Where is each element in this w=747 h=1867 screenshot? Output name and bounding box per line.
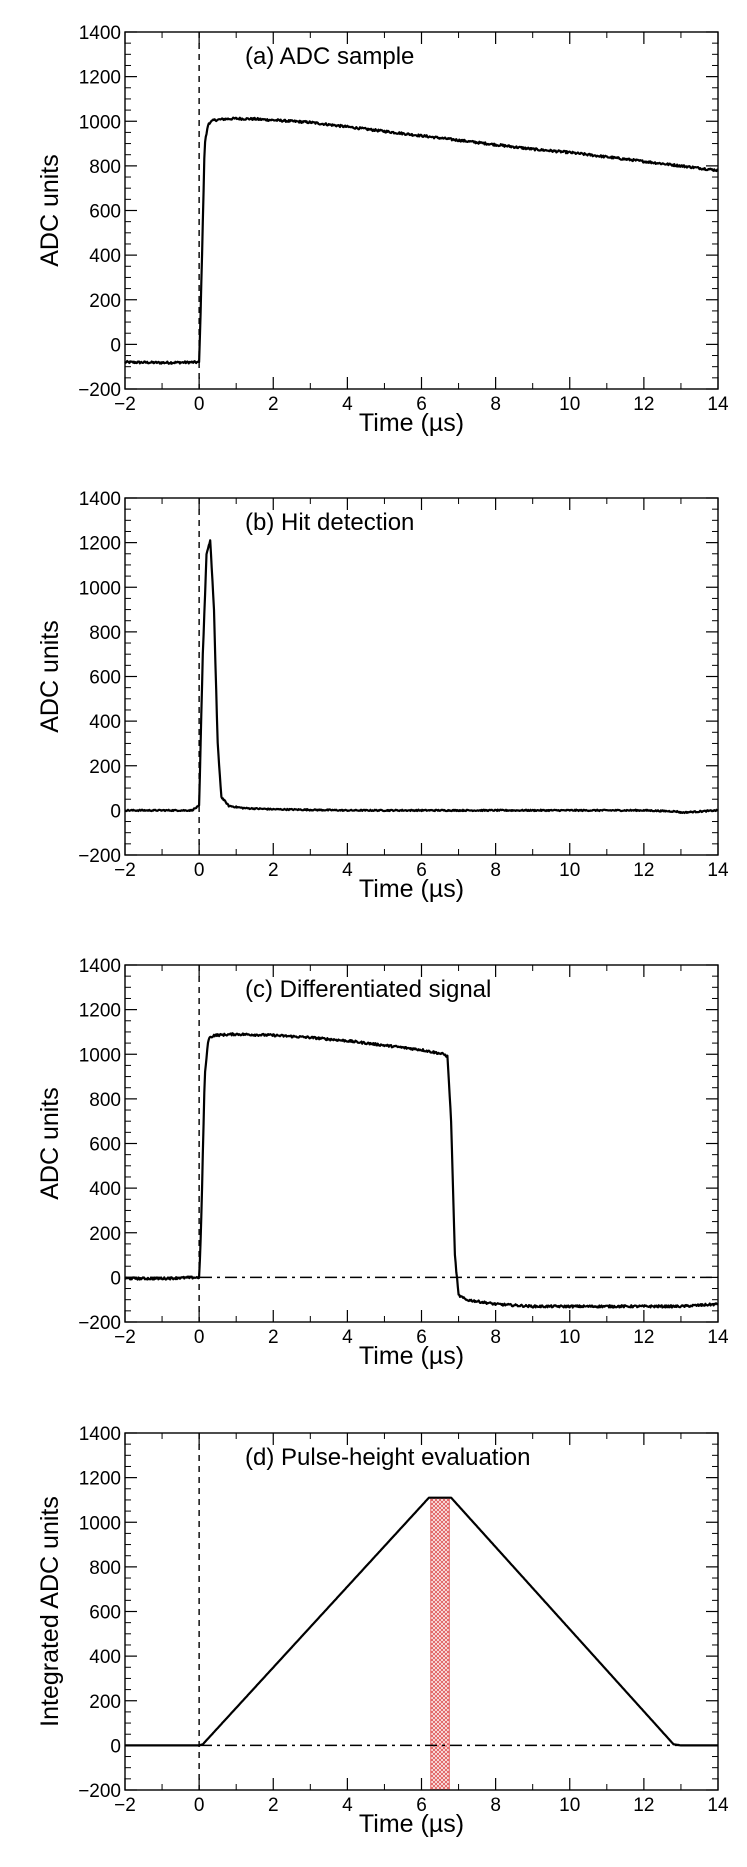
y-tick-label: 800 bbox=[89, 157, 121, 178]
x-tick-label: 12 bbox=[633, 860, 654, 881]
y-tick-label: −200 bbox=[78, 846, 121, 867]
x-tick-label: 10 bbox=[559, 394, 580, 415]
y-tick-label: 600 bbox=[89, 202, 121, 223]
series-line bbox=[124, 1032, 719, 1309]
y-axis-label: ADC units bbox=[36, 620, 64, 733]
y-tick-label: 1000 bbox=[79, 578, 121, 599]
x-tick-label: −2 bbox=[114, 1795, 136, 1816]
series-line bbox=[124, 1496, 719, 1747]
y-tick-label: 600 bbox=[89, 668, 121, 689]
x-tick-label: 0 bbox=[194, 394, 205, 415]
x-axis-label: Time (µs) bbox=[359, 1810, 464, 1838]
x-tick-label: 4 bbox=[342, 860, 353, 881]
y-tick-label: 200 bbox=[89, 757, 121, 778]
panel-title: (b) Hit detection bbox=[245, 509, 414, 536]
x-tick-label: 2 bbox=[268, 860, 279, 881]
y-tick-label: 200 bbox=[89, 1224, 121, 1245]
y-axis-label: ADC units bbox=[36, 154, 64, 267]
y-tick-label: 0 bbox=[110, 1268, 121, 1289]
y-tick-label: 1200 bbox=[79, 1469, 121, 1490]
y-tick-label: −200 bbox=[78, 1313, 121, 1334]
y-tick-label: 800 bbox=[89, 623, 121, 644]
series-line bbox=[124, 539, 719, 815]
chart-panel: −2 0 2 4 6 8 10 12 14 −200 0 200 400 600 800 1000 1200 14… bbox=[36, 956, 729, 1370]
y-tick-label: 1400 bbox=[79, 489, 121, 510]
x-tick-label: 14 bbox=[707, 1327, 729, 1348]
panel-title: (d) Pulse-height evaluation bbox=[245, 1444, 531, 1471]
x-axis-label: Time (µs) bbox=[359, 875, 464, 903]
y-tick-label: 400 bbox=[89, 246, 121, 267]
y-axis-label: ADC units bbox=[36, 1087, 64, 1200]
y-tick-label: 1000 bbox=[79, 1513, 121, 1534]
x-tick-label: −2 bbox=[114, 1327, 136, 1348]
y-tick-label: 1000 bbox=[79, 1045, 121, 1066]
x-tick-label: 14 bbox=[707, 1795, 729, 1816]
y-tick-label: 800 bbox=[89, 1558, 121, 1579]
x-tick-label: −2 bbox=[114, 394, 136, 415]
x-tick-label: 12 bbox=[633, 1795, 654, 1816]
y-axis-label: Integrated ADC units bbox=[36, 1496, 64, 1727]
y-tick-label: 400 bbox=[89, 712, 121, 733]
x-tick-label: 2 bbox=[268, 1795, 279, 1816]
y-tick-label: 1200 bbox=[79, 1001, 121, 1022]
series-line bbox=[124, 116, 719, 365]
x-tick-label: 14 bbox=[707, 394, 729, 415]
x-tick-label: 6 bbox=[416, 860, 427, 881]
x-tick-label: 2 bbox=[268, 1327, 279, 1348]
x-tick-label: −2 bbox=[114, 860, 136, 881]
y-tick-label: 0 bbox=[110, 1736, 121, 1757]
x-axis-label: Time (µs) bbox=[359, 1342, 464, 1370]
y-tick-label: 1200 bbox=[79, 68, 121, 89]
x-tick-label: 8 bbox=[490, 1327, 501, 1348]
y-tick-label: 1400 bbox=[79, 956, 121, 977]
y-tick-label: −200 bbox=[78, 1781, 121, 1802]
x-tick-label: 6 bbox=[416, 394, 427, 415]
plot-frame bbox=[124, 31, 719, 390]
x-tick-label: 0 bbox=[194, 1795, 205, 1816]
x-tick-label: 10 bbox=[559, 1327, 580, 1348]
y-tick-label: 0 bbox=[110, 335, 121, 356]
y-tick-label: 200 bbox=[89, 1692, 121, 1713]
chart-panel: −2 0 2 4 6 8 10 12 14 −200 0 200 400 600 800 1000 1200 14… bbox=[36, 489, 729, 903]
x-tick-label: 12 bbox=[633, 1327, 654, 1348]
x-tick-label: 8 bbox=[490, 860, 501, 881]
x-tick-label: 8 bbox=[490, 394, 501, 415]
panel-title: (a) ADC sample bbox=[245, 43, 414, 70]
panel-title: (c) Differentiated signal bbox=[245, 976, 491, 1003]
x-axis-label: Time (µs) bbox=[359, 409, 464, 437]
x-tick-label: 8 bbox=[490, 1795, 501, 1816]
plot-frame bbox=[124, 964, 719, 1323]
x-tick-label: 0 bbox=[194, 1327, 205, 1348]
x-tick-label: 4 bbox=[342, 1327, 353, 1348]
chart-panel: −2 0 2 4 6 8 10 12 14 −200 0 200 400 600 800 1000 1200 14… bbox=[36, 1424, 729, 1838]
chart-panel: −2 0 2 4 6 8 10 12 14 −200 0 200 400 600 800 1000 1200 14… bbox=[36, 23, 729, 437]
x-tick-label: 0 bbox=[194, 860, 205, 881]
shaded-region bbox=[430, 1497, 450, 1791]
y-tick-label: 200 bbox=[89, 291, 121, 312]
y-tick-label: 1400 bbox=[79, 23, 121, 44]
y-tick-label: 600 bbox=[89, 1135, 121, 1156]
x-tick-label: 10 bbox=[559, 1795, 580, 1816]
x-tick-label: 6 bbox=[416, 1795, 427, 1816]
y-tick-label: 1000 bbox=[79, 112, 121, 133]
x-tick-label: 14 bbox=[707, 860, 729, 881]
y-tick-label: 0 bbox=[110, 801, 121, 822]
plot-frame bbox=[124, 1432, 719, 1791]
y-tick-label: 600 bbox=[89, 1603, 121, 1624]
y-tick-label: 400 bbox=[89, 1647, 121, 1668]
y-tick-label: −200 bbox=[78, 380, 121, 401]
plot-frame bbox=[124, 497, 719, 856]
x-tick-label: 6 bbox=[416, 1327, 427, 1348]
x-tick-label: 10 bbox=[559, 860, 580, 881]
x-tick-label: 2 bbox=[268, 394, 279, 415]
y-tick-label: 800 bbox=[89, 1090, 121, 1111]
y-tick-label: 1400 bbox=[79, 1424, 121, 1445]
x-tick-label: 4 bbox=[342, 1795, 353, 1816]
x-tick-label: 4 bbox=[342, 394, 353, 415]
y-tick-label: 400 bbox=[89, 1179, 121, 1200]
x-tick-label: 12 bbox=[633, 394, 654, 415]
y-tick-label: 1200 bbox=[79, 534, 121, 555]
